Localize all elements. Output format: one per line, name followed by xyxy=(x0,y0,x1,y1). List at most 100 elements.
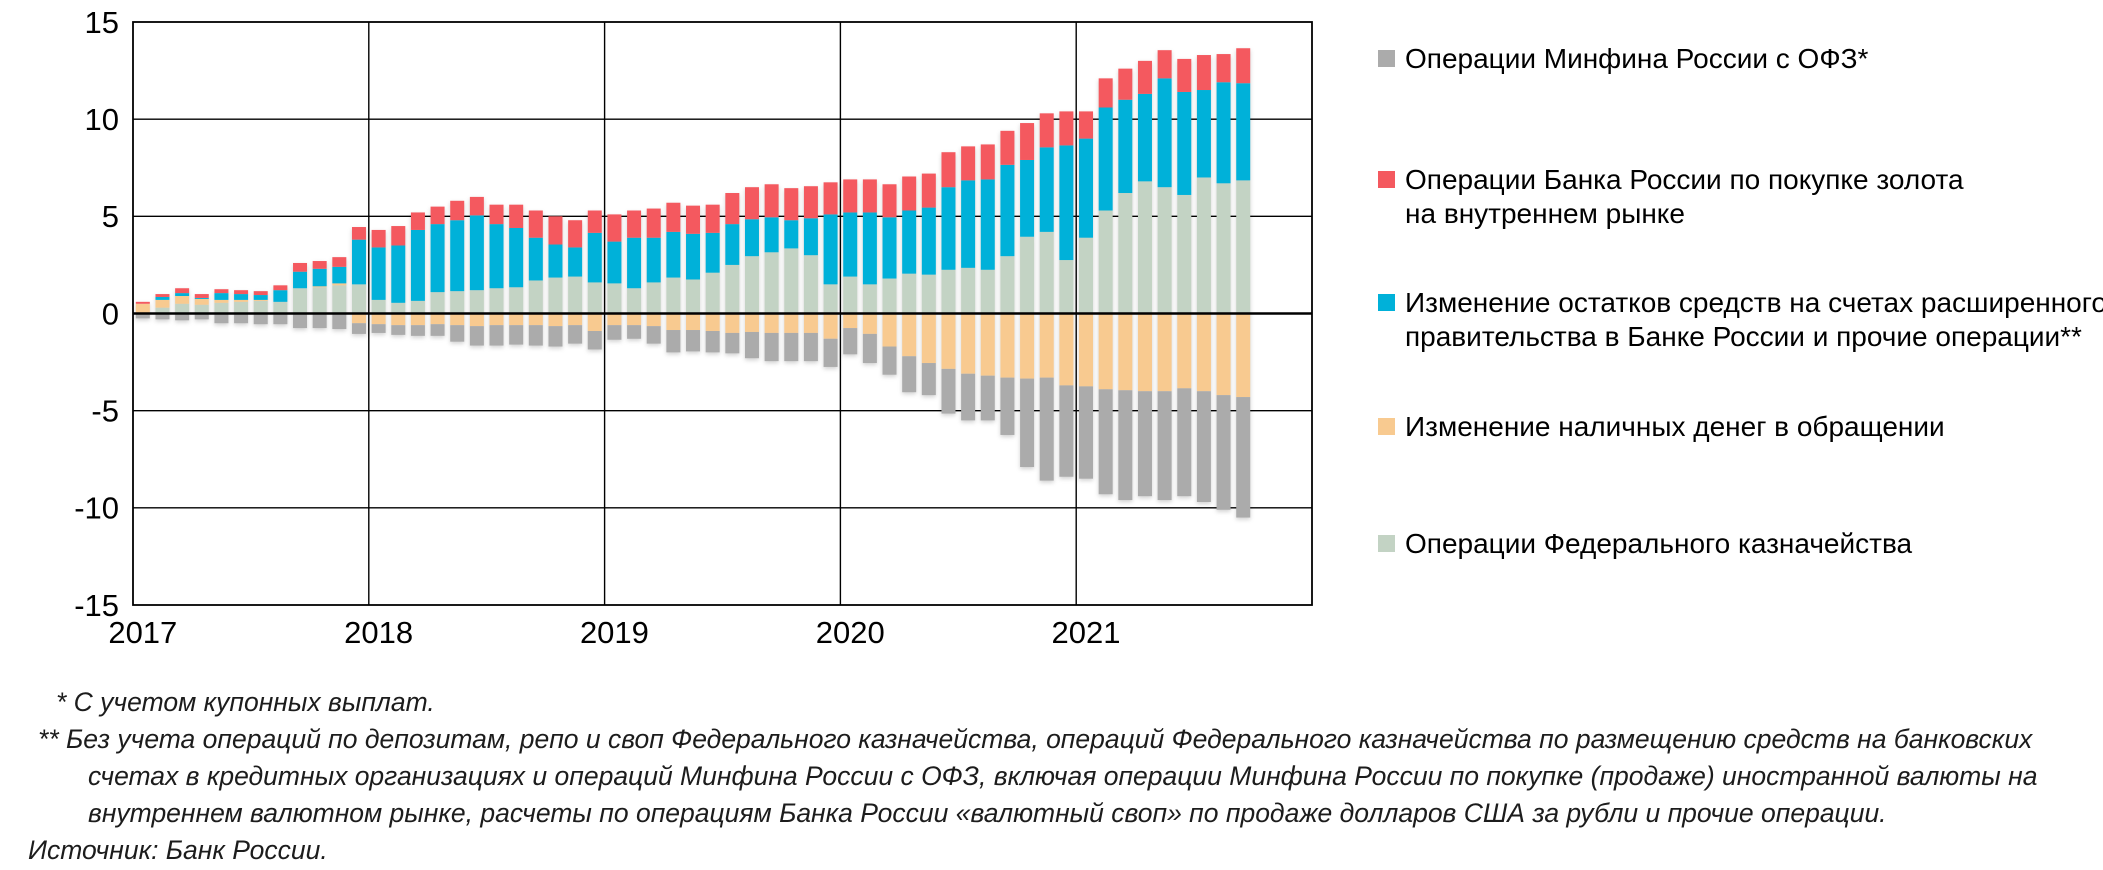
bar-segment xyxy=(253,313,268,325)
bar-segment xyxy=(391,313,406,326)
bar-segment xyxy=(509,313,524,326)
legend-item-gold: Операции Банка России по покупке золота … xyxy=(1378,163,1964,231)
x-tick-label: 2020 xyxy=(816,615,885,650)
bar-segment xyxy=(921,207,936,275)
bar-segment xyxy=(214,289,229,294)
bar-segment xyxy=(1196,90,1211,178)
source-note: Источник: Банк России. xyxy=(28,835,328,865)
bar-segment xyxy=(410,229,425,301)
bar-segment xyxy=(253,295,268,300)
bar-segment xyxy=(1020,159,1035,237)
bar-segment xyxy=(921,313,936,364)
bar-segment xyxy=(587,313,602,331)
bar-segment xyxy=(391,325,406,335)
bar-segment xyxy=(784,220,799,249)
bar-segment xyxy=(1079,138,1094,238)
bar-segment xyxy=(430,324,445,336)
bar-segment xyxy=(823,284,838,314)
bar-segment xyxy=(509,227,524,288)
bar-segment xyxy=(155,299,170,308)
bar-segment xyxy=(175,293,190,297)
bar-segment xyxy=(1216,395,1231,510)
bar-segment xyxy=(371,299,386,314)
bar-segment xyxy=(194,298,209,305)
bar-segment xyxy=(312,261,327,269)
bar-segment xyxy=(1118,390,1133,501)
bar-segment xyxy=(961,313,976,374)
bar-segment xyxy=(1236,83,1251,181)
bar-segment xyxy=(1236,48,1251,84)
bar-segment xyxy=(1216,82,1231,184)
bar-segment xyxy=(803,313,818,333)
bar-segment xyxy=(1079,313,1094,387)
bar-segment xyxy=(469,290,484,314)
bar-segment xyxy=(489,288,504,314)
bar-segment xyxy=(1079,386,1094,479)
legend-item-cash: Изменение наличных денег в обращении xyxy=(1378,410,1945,444)
bar-segment xyxy=(764,332,779,362)
bar-segment xyxy=(234,290,249,295)
bar-segment xyxy=(450,220,465,292)
footnote-coupon: * С учетом купонных выплат. xyxy=(56,687,435,717)
y-tick-label: 10 xyxy=(85,102,119,137)
bar-segment xyxy=(941,152,956,188)
bar-segment xyxy=(391,302,406,314)
bar-segment xyxy=(803,186,818,219)
footnote-exclusions: ** Без учета операций по депозитам, репо… xyxy=(38,724,2038,828)
bar-segment xyxy=(371,313,386,325)
bar-segment xyxy=(1137,313,1152,392)
y-tick-label: -15 xyxy=(74,588,119,623)
legend-swatch-cash xyxy=(1378,418,1395,435)
bar-segment xyxy=(410,300,425,314)
plot-border xyxy=(132,21,1313,606)
bar-segment xyxy=(843,328,858,355)
x-tick-label: 2017 xyxy=(108,615,177,650)
y-tick-label: 5 xyxy=(102,199,119,234)
bar-segment xyxy=(1098,107,1113,211)
bar-segment xyxy=(646,282,661,314)
bar-segment xyxy=(862,313,877,334)
bar-segment xyxy=(961,146,976,181)
bar-segment xyxy=(293,262,308,272)
legend-label-line: на внутреннем рынке xyxy=(1405,198,1685,229)
bar-segment xyxy=(705,204,720,233)
bar-segment xyxy=(823,338,838,367)
legend-swatch-treasury xyxy=(1378,535,1395,552)
bar-segment xyxy=(371,229,386,248)
bar-segment xyxy=(646,208,661,238)
bar-segment xyxy=(1177,58,1192,92)
bar-segment xyxy=(764,184,779,218)
bar-segment xyxy=(194,294,209,298)
legend-label-line: Операции Минфина России с ОФЗ* xyxy=(1405,43,1869,74)
bar-segment xyxy=(862,212,877,285)
bar-segment xyxy=(961,373,976,421)
bar-segment xyxy=(528,325,543,346)
bar-segment xyxy=(351,227,366,240)
bar-segment xyxy=(823,214,838,285)
bar-segment xyxy=(902,210,917,274)
bars-group xyxy=(135,48,1251,518)
bar-segment xyxy=(725,264,740,314)
bar-segment xyxy=(686,313,701,331)
bar-segment xyxy=(1059,385,1074,477)
x-tick-label: 2019 xyxy=(580,615,649,650)
bar-segment xyxy=(1236,180,1251,314)
y-tick-label: -10 xyxy=(74,491,119,526)
bar-segment xyxy=(980,144,995,180)
bar-segment xyxy=(744,331,759,359)
bar-segment xyxy=(332,266,347,284)
bar-segment xyxy=(1020,313,1035,379)
bar-segment xyxy=(686,330,701,352)
bar-segment xyxy=(1177,91,1192,195)
bar-segment xyxy=(1020,378,1035,468)
bar-segment xyxy=(1216,183,1231,314)
bar-segment xyxy=(1039,377,1054,481)
bar-segment xyxy=(312,286,327,288)
bar-segment xyxy=(312,313,327,329)
bar-segment xyxy=(646,237,661,283)
bar-segment xyxy=(725,332,740,354)
bar-segment xyxy=(1098,210,1113,314)
bar-segment xyxy=(941,368,956,414)
bar-segment xyxy=(351,284,366,314)
